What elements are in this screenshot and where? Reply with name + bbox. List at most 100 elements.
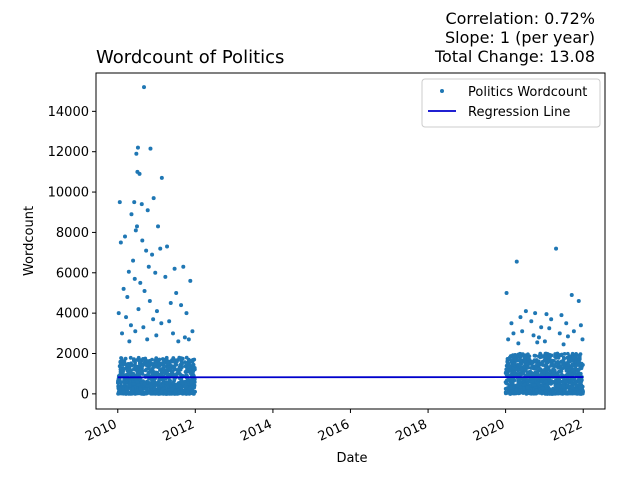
scatter-point bbox=[179, 357, 184, 362]
scatter-point bbox=[156, 385, 161, 390]
scatter-point bbox=[124, 386, 129, 391]
scatter-point bbox=[124, 315, 129, 320]
scatter-point bbox=[559, 368, 563, 373]
scatter-point bbox=[122, 234, 127, 239]
scatter-point bbox=[580, 391, 585, 396]
scatter-point bbox=[126, 269, 131, 274]
scatter-point bbox=[164, 381, 169, 386]
scatter-point bbox=[118, 379, 122, 384]
scatter-point bbox=[543, 367, 548, 371]
scatter-point bbox=[172, 365, 177, 369]
scatter-point bbox=[171, 381, 176, 386]
scatter-point bbox=[554, 355, 559, 360]
scatter-point bbox=[163, 389, 168, 394]
scatter-point bbox=[132, 276, 137, 281]
scatter-point bbox=[567, 391, 572, 396]
scatter-point bbox=[145, 337, 150, 342]
scatter-point bbox=[120, 368, 125, 373]
scatter-point bbox=[567, 384, 572, 389]
scatter-point bbox=[538, 367, 542, 371]
x-axis-ticks: 2010 2012 2014 2016 2018 2020 2022 bbox=[83, 409, 585, 445]
scatter-point bbox=[179, 373, 184, 378]
scatter-point bbox=[572, 367, 577, 372]
scatter-point bbox=[556, 391, 561, 396]
scatter-point bbox=[170, 331, 175, 336]
y-tick-label: 0 bbox=[81, 387, 89, 402]
scatter-point bbox=[190, 391, 195, 395]
scatter-point bbox=[543, 358, 548, 362]
scatter-point bbox=[511, 331, 516, 336]
scatter-point bbox=[147, 299, 152, 304]
scatter-point bbox=[187, 358, 192, 363]
x-tick-label: 2012 bbox=[161, 417, 197, 445]
scatter-point bbox=[518, 358, 523, 363]
scatter-point bbox=[150, 252, 155, 257]
scatter-point bbox=[570, 351, 575, 356]
scatter-point bbox=[505, 360, 510, 365]
scatter-point bbox=[539, 325, 544, 330]
scatter-point bbox=[512, 362, 517, 366]
scatter-point bbox=[128, 323, 133, 328]
scatter-point bbox=[137, 377, 142, 382]
scatter-point bbox=[128, 355, 133, 360]
scatter-point bbox=[514, 259, 519, 264]
scatter-point bbox=[153, 370, 158, 375]
scatter-point bbox=[123, 356, 128, 361]
scatter-point bbox=[522, 386, 527, 391]
scatter-point bbox=[544, 312, 549, 317]
scatter-point bbox=[180, 381, 185, 386]
scatter-point bbox=[154, 356, 159, 360]
scatter-point bbox=[564, 321, 569, 326]
scatter-point bbox=[161, 370, 166, 375]
scatter-point bbox=[566, 363, 571, 368]
scatter-point bbox=[148, 146, 153, 151]
y-axis-label: Wordcount bbox=[22, 206, 37, 276]
scatter-point bbox=[536, 335, 541, 340]
scatter-points bbox=[115, 85, 585, 396]
scatter-point bbox=[163, 274, 168, 279]
scatter-point bbox=[140, 238, 145, 243]
scatter-point bbox=[188, 367, 193, 372]
scatter-point bbox=[531, 391, 536, 396]
y-tick-label: 10000 bbox=[48, 186, 89, 201]
scatter-point bbox=[513, 357, 517, 362]
scatter-point bbox=[516, 341, 521, 346]
scatter-point bbox=[172, 266, 177, 271]
scatter-point bbox=[536, 382, 541, 387]
scatter-point bbox=[554, 387, 559, 392]
scatter-point bbox=[187, 386, 192, 391]
scatter-point bbox=[576, 299, 581, 304]
scatter-point bbox=[552, 363, 557, 368]
scatter-point bbox=[531, 333, 536, 338]
scatter-point bbox=[158, 378, 163, 382]
scatter-point bbox=[505, 381, 510, 386]
scatter-point bbox=[144, 391, 149, 396]
scatter-point bbox=[182, 335, 187, 340]
scatter-point bbox=[145, 359, 149, 363]
scatter-point bbox=[137, 171, 142, 176]
scatter-point bbox=[507, 365, 512, 369]
scatter-point bbox=[153, 361, 158, 366]
scatter-point bbox=[565, 372, 569, 377]
scatter-point bbox=[144, 248, 149, 253]
scatter-point bbox=[534, 388, 539, 393]
scatter-point bbox=[508, 391, 512, 396]
scatter-point bbox=[518, 315, 523, 320]
scatter-point bbox=[148, 368, 153, 373]
scatter-point bbox=[529, 366, 534, 370]
scatter-point bbox=[127, 367, 132, 371]
scatter-point bbox=[184, 355, 189, 360]
scatter-point bbox=[533, 353, 538, 358]
scatter-point bbox=[151, 317, 156, 322]
scatter-point bbox=[118, 240, 123, 245]
chart-title: Wordcount of Politics bbox=[96, 47, 284, 68]
y-tick-label: 2000 bbox=[56, 347, 89, 362]
scatter-point bbox=[571, 363, 575, 367]
scatter-point bbox=[135, 145, 140, 150]
legend-label-line: Regression Line bbox=[468, 105, 570, 120]
scatter-point bbox=[534, 366, 539, 371]
y-axis-ticks: 0 2000 4000 6000 8000 10000 12000 14000 bbox=[48, 105, 96, 402]
stats-total-change: Total Change: 13.08 bbox=[434, 47, 595, 66]
scatter-point bbox=[118, 362, 123, 367]
scatter-point bbox=[161, 357, 166, 362]
